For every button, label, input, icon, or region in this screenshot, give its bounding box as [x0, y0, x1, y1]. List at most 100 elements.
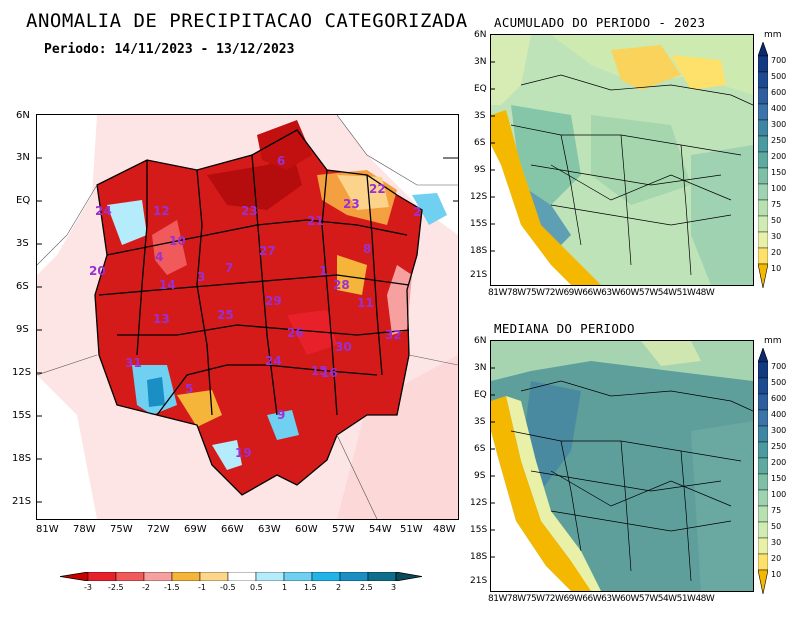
scale-label: 200	[771, 458, 787, 467]
scale-label: 20	[771, 248, 782, 257]
scale-label: 150	[771, 168, 787, 177]
scale-label: 75	[771, 506, 782, 515]
lon-tick: 81W	[488, 288, 507, 298]
anomaly-map-canvas: 24 12 23 21 22 6 23 2 10 4 3 27 20 7 14 …	[37, 115, 458, 519]
scale-label: 75	[771, 200, 782, 209]
colorbar-label: 1.5	[304, 583, 317, 592]
basin-label: 19	[235, 446, 252, 460]
basin-label: 23	[343, 197, 360, 211]
lon-tick: 54W	[657, 594, 677, 604]
lat-tick: 3S	[474, 417, 486, 427]
scale-label: 50	[771, 216, 782, 225]
lon-tick: 57W	[638, 594, 658, 604]
lon-tick: 48W	[695, 288, 715, 298]
lat-tick: 15S	[470, 525, 488, 535]
scale-label: 300	[771, 120, 787, 129]
lon-tick: 66W	[221, 524, 244, 535]
basin-label: 20	[89, 264, 106, 278]
lon-tick: 63W	[258, 524, 281, 535]
unit-label: mm	[764, 336, 782, 346]
lon-tick: 60W	[620, 594, 639, 604]
lat-tick: 3N	[474, 363, 487, 373]
scale-label: 400	[771, 410, 787, 419]
lat-tick: 18S	[470, 246, 488, 256]
median-map-canvas	[491, 341, 753, 591]
lat-tick: 21S	[12, 496, 32, 507]
basin-label: 27	[259, 244, 276, 258]
colorbar-label: -0.5	[220, 583, 236, 592]
lon-tick: 60W	[620, 288, 639, 298]
period-label: Periodo: 14/11/2023 - 13/12/2023	[44, 42, 295, 57]
lat-tick: 3N	[16, 152, 30, 163]
basin-label: 29	[265, 294, 282, 308]
basin-label: 12	[153, 204, 170, 218]
scale-label: 200	[771, 152, 787, 161]
colorbar-label: 1	[282, 583, 288, 592]
basin-label: 3	[197, 270, 205, 284]
lat-tick: 6S	[474, 444, 486, 454]
scale-label: 50	[771, 522, 782, 531]
basin-label: 30	[335, 340, 352, 354]
basin-label: 25	[217, 308, 234, 322]
basin-label: 22	[369, 182, 386, 196]
lat-tick: 12S	[470, 192, 488, 202]
unit-label: mm	[764, 30, 782, 40]
basin-label: 8	[363, 242, 371, 256]
lon-tick: 78W	[506, 594, 526, 604]
colorbar-label: -3	[84, 583, 92, 592]
lat-tick: 21S	[470, 270, 488, 280]
basin-label: 21	[307, 214, 324, 228]
lon-tick: 81W	[36, 524, 59, 535]
basin-label: 10	[169, 234, 186, 248]
scale-label: 250	[771, 136, 787, 145]
lat-tick: 6N	[16, 110, 30, 121]
lon-tick: 51W	[676, 594, 696, 604]
lon-tick: 66W	[582, 594, 602, 604]
basin-label: 24	[95, 204, 112, 218]
scale-label: 100	[771, 490, 787, 499]
basin-label: 7	[225, 261, 233, 275]
lon-tick: 75W	[110, 524, 133, 535]
scale-label: 30	[771, 232, 782, 241]
scale-label: 300	[771, 426, 787, 435]
lon-tick: 72W	[147, 524, 170, 535]
lon-tick: 78W	[73, 524, 96, 535]
scale-label: 700	[771, 56, 787, 65]
lon-tick: 57W	[638, 288, 658, 298]
scale-label: 700	[771, 362, 787, 371]
colorbar-label: 3	[391, 583, 397, 592]
anomaly-map: 24 12 23 21 22 6 23 2 10 4 3 27 20 7 14 …	[36, 114, 459, 520]
lon-tick: 66W	[582, 288, 602, 298]
lat-tick: 12S	[12, 367, 32, 378]
accum-title: ACUMULADO DO PERIODO - 2023	[494, 15, 706, 30]
lon-tick: 75W	[525, 594, 545, 604]
precip-colorbar-bottom	[758, 348, 768, 594]
colorbar-label: -1	[198, 583, 206, 592]
lat-tick: 6N	[474, 30, 487, 40]
median-title: MEDIANA DO PERIODO	[494, 321, 635, 336]
basin-label: 14	[159, 278, 176, 292]
lon-tick: 69W	[563, 594, 583, 604]
lon-tick: 54W	[369, 524, 392, 535]
basin-label: 13	[153, 312, 170, 326]
lon-tick: 54W	[657, 288, 677, 298]
lon-tick: 63W	[601, 594, 621, 604]
lon-tick: 48W	[695, 594, 715, 604]
lon-tick: 69W	[184, 524, 207, 535]
scale-label: 20	[771, 554, 782, 563]
basin-label: 1	[319, 264, 327, 278]
median-map	[490, 340, 754, 592]
lat-tick: 9S	[474, 471, 486, 481]
basin-label: 31	[125, 356, 142, 370]
precip-colorbar-top	[758, 42, 768, 288]
lon-tick: 69W	[563, 288, 583, 298]
precip-colorbar-canvas	[758, 348, 768, 594]
lon-tick: 57W	[332, 524, 355, 535]
scale-label: 600	[771, 394, 787, 403]
lat-tick: 3S	[16, 238, 29, 249]
accum-map-canvas	[491, 35, 753, 285]
accum-map	[490, 34, 754, 286]
lat-tick: 6N	[474, 336, 487, 346]
lon-tick: 72W	[544, 594, 564, 604]
lat-tick: 3S	[474, 111, 486, 121]
